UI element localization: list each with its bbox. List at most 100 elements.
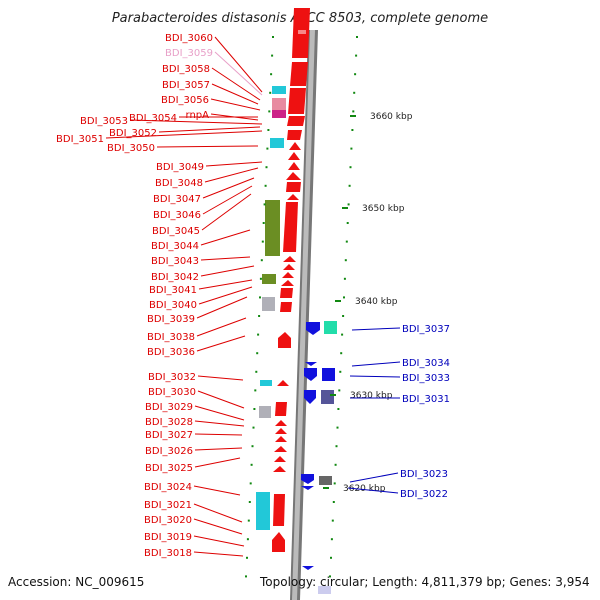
gene-arrow[interactable] xyxy=(289,142,301,150)
gene-label-bdi_3022[interactable]: BDI_3022 xyxy=(347,487,448,500)
gene-label-text[interactable]: BDI_3029 xyxy=(145,402,193,413)
gene-label-bdi_3041[interactable]: BDI_3041 xyxy=(149,279,253,296)
gene-label-text[interactable]: BDI_3059 xyxy=(165,48,213,59)
gene-arrow[interactable] xyxy=(305,362,317,366)
gene-label-text[interactable]: BDI_3040 xyxy=(149,300,197,311)
gene-label-bdi_3040[interactable]: BDI_3040 xyxy=(149,286,253,311)
gene-arrow[interactable] xyxy=(286,172,301,180)
gene-label-bdi_3032[interactable]: BDI_3032 xyxy=(148,372,244,383)
gene-arrow[interactable] xyxy=(280,288,293,298)
gene-label-bdi_3044[interactable]: BDI_3044 xyxy=(151,229,251,252)
gene-label-rnpa[interactable]: rnpA xyxy=(186,110,259,121)
gene-label-text[interactable]: BDI_3030 xyxy=(148,387,196,398)
gene-label-bdi_3049[interactable]: BDI_3049 xyxy=(156,161,263,173)
gene-label-bdi_3034[interactable]: BDI_3034 xyxy=(351,358,450,369)
gene-arrow[interactable] xyxy=(287,194,299,200)
gene-label-bdi_3050[interactable]: BDI_3050 xyxy=(107,143,259,154)
gene-label-bdi_3052[interactable]: BDI_3052 xyxy=(109,126,261,139)
gene-arrow[interactable] xyxy=(273,494,285,526)
gene-label-bdi_3043[interactable]: BDI_3043 xyxy=(151,256,251,267)
gene-arrow[interactable] xyxy=(283,202,298,252)
gene-label-bdi_3018[interactable]: BDI_3018 xyxy=(144,548,244,559)
gene-label-bdi_3023[interactable]: BDI_3023 xyxy=(349,469,448,483)
gene-label-bdi_3037[interactable]: BDI_3037 xyxy=(351,324,450,335)
gene-label-bdi_3059[interactable]: BDI_3059 xyxy=(165,48,263,96)
gene-label-bdi_3060[interactable]: BDI_3060 xyxy=(165,33,263,93)
gene-label-text[interactable]: BDI_3039 xyxy=(147,314,195,325)
gene-label-text[interactable]: BDI_3049 xyxy=(156,162,204,173)
gene-arrow[interactable] xyxy=(287,130,302,140)
gene-label-bdi_3033[interactable]: BDI_3033 xyxy=(349,373,450,384)
gene-label-text[interactable]: BDI_3045 xyxy=(152,226,200,237)
gene-label-text[interactable]: BDI_3047 xyxy=(153,194,201,205)
gene-label-bdi_3046[interactable]: BDI_3046 xyxy=(153,185,253,221)
gene-label-bdi_3053[interactable]: BDI_3053 xyxy=(80,116,263,127)
gene-label-text[interactable]: BDI_3036 xyxy=(147,347,195,358)
gene-label-bdi_3045[interactable]: BDI_3045 xyxy=(152,193,252,237)
gene-arrow[interactable] xyxy=(288,152,300,160)
gene-arrow[interactable] xyxy=(274,456,286,462)
gene-label-text[interactable]: BDI_3054 xyxy=(129,113,177,124)
gene-label-bdi_3027[interactable]: BDI_3027 xyxy=(145,430,243,441)
gene-arrow[interactable] xyxy=(282,272,294,278)
gene-arrow[interactable] xyxy=(304,368,317,381)
gene-arrow[interactable] xyxy=(287,116,305,126)
gene-arrow[interactable] xyxy=(283,264,295,270)
gene-label-text[interactable]: BDI_3058 xyxy=(162,64,210,75)
gene-label-bdi_3026[interactable]: BDI_3026 xyxy=(145,446,243,457)
gene-label-text[interactable]: BDI_3043 xyxy=(151,256,199,267)
gene-label-text[interactable]: BDI_3037 xyxy=(402,324,450,335)
gene-label-text[interactable]: BDI_3019 xyxy=(144,532,192,543)
gene-arrow[interactable] xyxy=(277,380,289,386)
gene-arrow[interactable] xyxy=(275,436,287,442)
gene-label-bdi_3021[interactable]: BDI_3021 xyxy=(144,500,243,523)
gene-label-text[interactable]: BDI_3038 xyxy=(147,332,195,343)
gene-label-text[interactable]: BDI_3025 xyxy=(145,463,193,474)
gene-label-text[interactable]: BDI_3042 xyxy=(151,272,199,283)
gene-arrow[interactable] xyxy=(302,566,314,570)
gene-label-bdi_3039[interactable]: BDI_3039 xyxy=(147,296,248,325)
gene-label-text[interactable]: BDI_3020 xyxy=(144,515,192,526)
gene-arrow[interactable] xyxy=(288,162,300,170)
gene-arrow[interactable] xyxy=(301,486,314,490)
gene-label-bdi_3048[interactable]: BDI_3048 xyxy=(155,167,259,189)
gene-arrow[interactable] xyxy=(288,88,306,114)
gene-label-text[interactable]: BDI_3026 xyxy=(145,446,193,457)
gene-label-text[interactable]: BDI_3050 xyxy=(107,143,155,154)
gene-label-bdi_3056[interactable]: BDI_3056 xyxy=(161,95,261,111)
gene-arrow[interactable] xyxy=(286,182,301,192)
gene-arrow[interactable] xyxy=(275,420,287,426)
gene-label-bdi_3020[interactable]: BDI_3020 xyxy=(144,515,243,535)
gene-label-bdi_3054[interactable]: BDI_3054 xyxy=(129,113,258,124)
gene-label-bdi_3025[interactable]: BDI_3025 xyxy=(145,457,241,474)
gene-arrow[interactable] xyxy=(272,532,285,552)
gene-arrow[interactable] xyxy=(283,256,296,262)
gene-label-text[interactable]: BDI_3018 xyxy=(144,548,192,559)
gene-label-text[interactable]: BDI_3057 xyxy=(162,80,210,91)
gene-arrow[interactable] xyxy=(274,446,287,452)
gene-label-text[interactable]: BDI_3060 xyxy=(165,33,213,44)
gene-arrow[interactable] xyxy=(306,322,320,335)
gene-label-bdi_3031[interactable]: BDI_3031 xyxy=(350,394,450,405)
gene-label-bdi_3058[interactable]: BDI_3058 xyxy=(162,64,261,101)
gene-label-text[interactable]: BDI_3044 xyxy=(151,241,199,252)
gene-arrow[interactable] xyxy=(290,62,308,86)
gene-arrow[interactable] xyxy=(301,474,314,484)
gene-label-bdi_3057[interactable]: BDI_3057 xyxy=(162,80,259,105)
gene-label-text[interactable]: BDI_3034 xyxy=(402,358,450,369)
gene-label-text[interactable]: BDI_3046 xyxy=(153,210,201,221)
gene-label-text[interactable]: BDI_3053 xyxy=(80,116,128,127)
gene-arrow[interactable] xyxy=(280,302,292,312)
gene-label-text[interactable]: BDI_3027 xyxy=(145,430,193,441)
gene-label-text[interactable]: BDI_3023 xyxy=(400,469,448,480)
gene-label-text[interactable]: BDI_3024 xyxy=(144,482,192,493)
gene-arrow[interactable] xyxy=(273,466,286,472)
gene-label-text[interactable]: BDI_3051 xyxy=(56,134,104,145)
gene-label-bdi_3028[interactable]: BDI_3028 xyxy=(145,417,245,428)
gene-label-text[interactable]: BDI_3041 xyxy=(149,285,197,296)
gene-label-text[interactable]: BDI_3022 xyxy=(400,489,448,500)
gene-label-bdi_3024[interactable]: BDI_3024 xyxy=(144,482,241,496)
gene-label-bdi_3019[interactable]: BDI_3019 xyxy=(144,532,245,547)
gene-arrow[interactable] xyxy=(278,332,291,348)
gene-label-text[interactable]: BDI_3021 xyxy=(144,500,192,511)
